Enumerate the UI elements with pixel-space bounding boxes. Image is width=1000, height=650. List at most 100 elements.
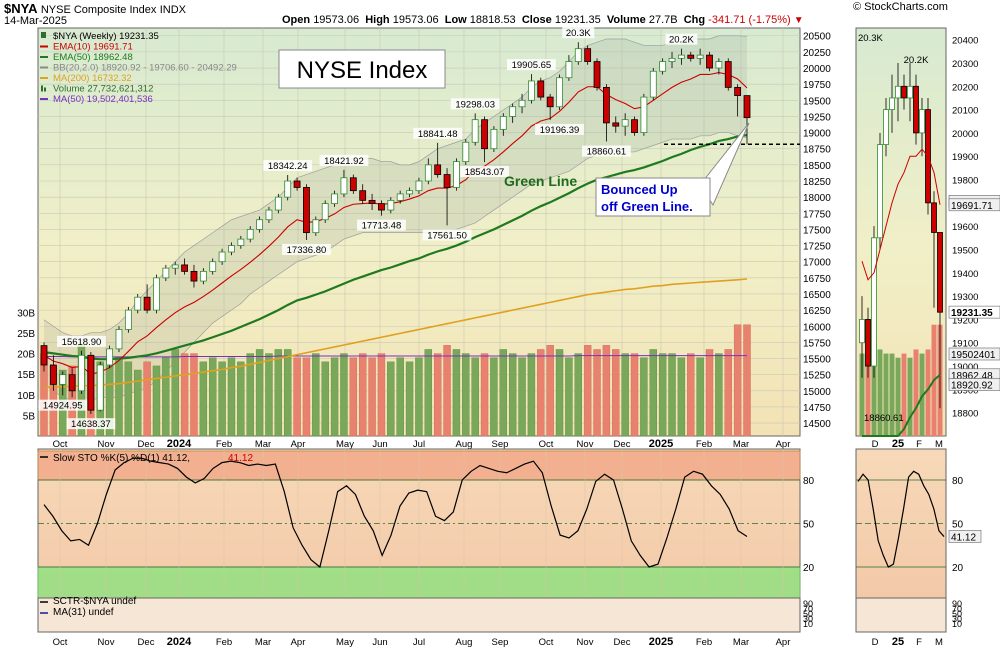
zoom-candle-up xyxy=(883,109,889,145)
price-tick-label: 15750 xyxy=(803,338,831,349)
low-value: 18818.53 xyxy=(469,14,516,26)
candle-up xyxy=(518,99,526,108)
bottom-x-tick-label: Oct xyxy=(539,637,554,648)
candle-up xyxy=(696,54,704,59)
candle-up xyxy=(237,238,245,246)
volume-value: 27.7B xyxy=(648,14,678,26)
zoom-tick-label: 19600 xyxy=(952,222,978,233)
x-tick-label: Apr xyxy=(776,439,791,450)
candle-down xyxy=(359,190,367,201)
bottom-x-tick-label: Aug xyxy=(456,637,473,648)
candle-down xyxy=(481,119,488,150)
price-label-bg xyxy=(263,160,313,172)
volume-bars xyxy=(40,324,751,437)
volume-bar xyxy=(171,349,179,437)
price-tick-label: 20000 xyxy=(803,64,831,75)
zoom-tick-label: 20300 xyxy=(952,59,978,70)
chart-title: NYSE Index xyxy=(297,57,428,84)
candle-down xyxy=(434,164,442,175)
volume-label: Volume xyxy=(606,14,646,26)
zoom-volume-bar xyxy=(919,353,925,436)
volume-bar xyxy=(743,324,751,437)
volume-bar xyxy=(668,353,676,437)
zoom-volume-bar xyxy=(859,353,865,436)
zoom-volume-bar xyxy=(877,349,883,436)
price-tick-label: 14500 xyxy=(803,419,831,430)
zoom-candle-up xyxy=(895,85,901,99)
zoom-candle-down xyxy=(931,202,937,233)
price-tick-label: 15500 xyxy=(803,355,831,366)
legend-volma: MA(50) 19,502,401,536 xyxy=(53,94,153,105)
volume-tick-label: 10B xyxy=(17,391,35,402)
price-tick-label: 16500 xyxy=(803,290,831,301)
volume-bar xyxy=(134,369,142,437)
volume-bar xyxy=(490,357,498,437)
bottom-x-tick-label: Oct xyxy=(53,637,68,648)
volume-bar xyxy=(265,353,273,437)
volume-bar xyxy=(715,353,723,437)
zoom-candle-up xyxy=(859,319,865,344)
candle-down xyxy=(612,122,620,127)
bottom-x-tick-label: Dec xyxy=(138,637,155,648)
volume-bar xyxy=(630,353,639,437)
legend-ema10: EMA(10) 19691.71 xyxy=(53,42,133,53)
volume-bar xyxy=(443,345,451,437)
volume-bar xyxy=(274,349,283,437)
volume-bar xyxy=(405,361,414,437)
volume-bar xyxy=(227,357,236,437)
sto-legend: Slow STO %K(5) %D(1) 41.12, xyxy=(53,453,190,464)
bottom-x-tick-label: Dec xyxy=(614,637,631,648)
sto-tick-label: 80 xyxy=(803,476,815,487)
bottom-x-tick-label: Mar xyxy=(733,637,749,648)
candle-down xyxy=(40,345,48,366)
price-label-bg xyxy=(413,127,463,139)
candle-up xyxy=(256,219,263,230)
candle-up xyxy=(96,364,104,411)
zoom-candle-down xyxy=(865,319,871,367)
candle-up xyxy=(78,354,85,392)
candle-down xyxy=(303,187,310,234)
candle-up xyxy=(321,203,329,221)
volume-bar xyxy=(724,349,732,437)
bottom-x-tick-label: Feb xyxy=(216,637,232,648)
price-tick-label: 19750 xyxy=(803,80,831,91)
price-tick-label: 18750 xyxy=(803,145,831,156)
sctr-tick-label: 70 xyxy=(803,604,813,614)
zoom-volume-bar xyxy=(907,357,913,436)
candle-down xyxy=(734,86,742,96)
volume-bar xyxy=(199,361,208,437)
x-tick-label: Nov xyxy=(98,439,115,450)
volume-bar xyxy=(302,357,311,437)
sctr-tick-label: 50 xyxy=(803,609,813,619)
volume-bar xyxy=(696,357,704,437)
price-label: 20.2K xyxy=(669,35,694,46)
legend-swatch xyxy=(41,85,43,92)
ema10-line xyxy=(43,71,748,375)
candle-up xyxy=(453,161,460,188)
candle-up xyxy=(640,96,648,133)
x-tick-label: Mar xyxy=(255,439,271,450)
candle-up xyxy=(406,190,413,195)
zoom-x-tick-label: 25 xyxy=(892,438,904,450)
brand-label: © StockCharts.com xyxy=(853,1,948,13)
sto-zoom-tick: 80 xyxy=(952,476,964,487)
axis-value-tag-text: 19691.71 xyxy=(951,201,993,212)
price-tick-label: 17500 xyxy=(803,225,831,236)
candle-up xyxy=(171,264,179,269)
candle-down xyxy=(190,270,198,282)
volume-bar xyxy=(593,349,601,437)
candle-up xyxy=(218,251,226,263)
x-tick-label: Feb xyxy=(696,439,712,450)
candle-down xyxy=(293,180,301,188)
candle-up xyxy=(124,309,132,330)
candle-down xyxy=(181,264,189,272)
sto-tick-label: 20 xyxy=(803,563,815,574)
candle-up xyxy=(462,141,470,163)
candle-up xyxy=(668,57,676,62)
zoom-tick-label: 18800 xyxy=(952,409,978,420)
legend-ema50: EMA(50) 18962.48 xyxy=(53,52,133,63)
volume-bar xyxy=(452,349,461,437)
price-tick-label: 16750 xyxy=(803,274,831,285)
candle-up xyxy=(499,116,507,130)
axis-value-tag xyxy=(948,347,1000,361)
